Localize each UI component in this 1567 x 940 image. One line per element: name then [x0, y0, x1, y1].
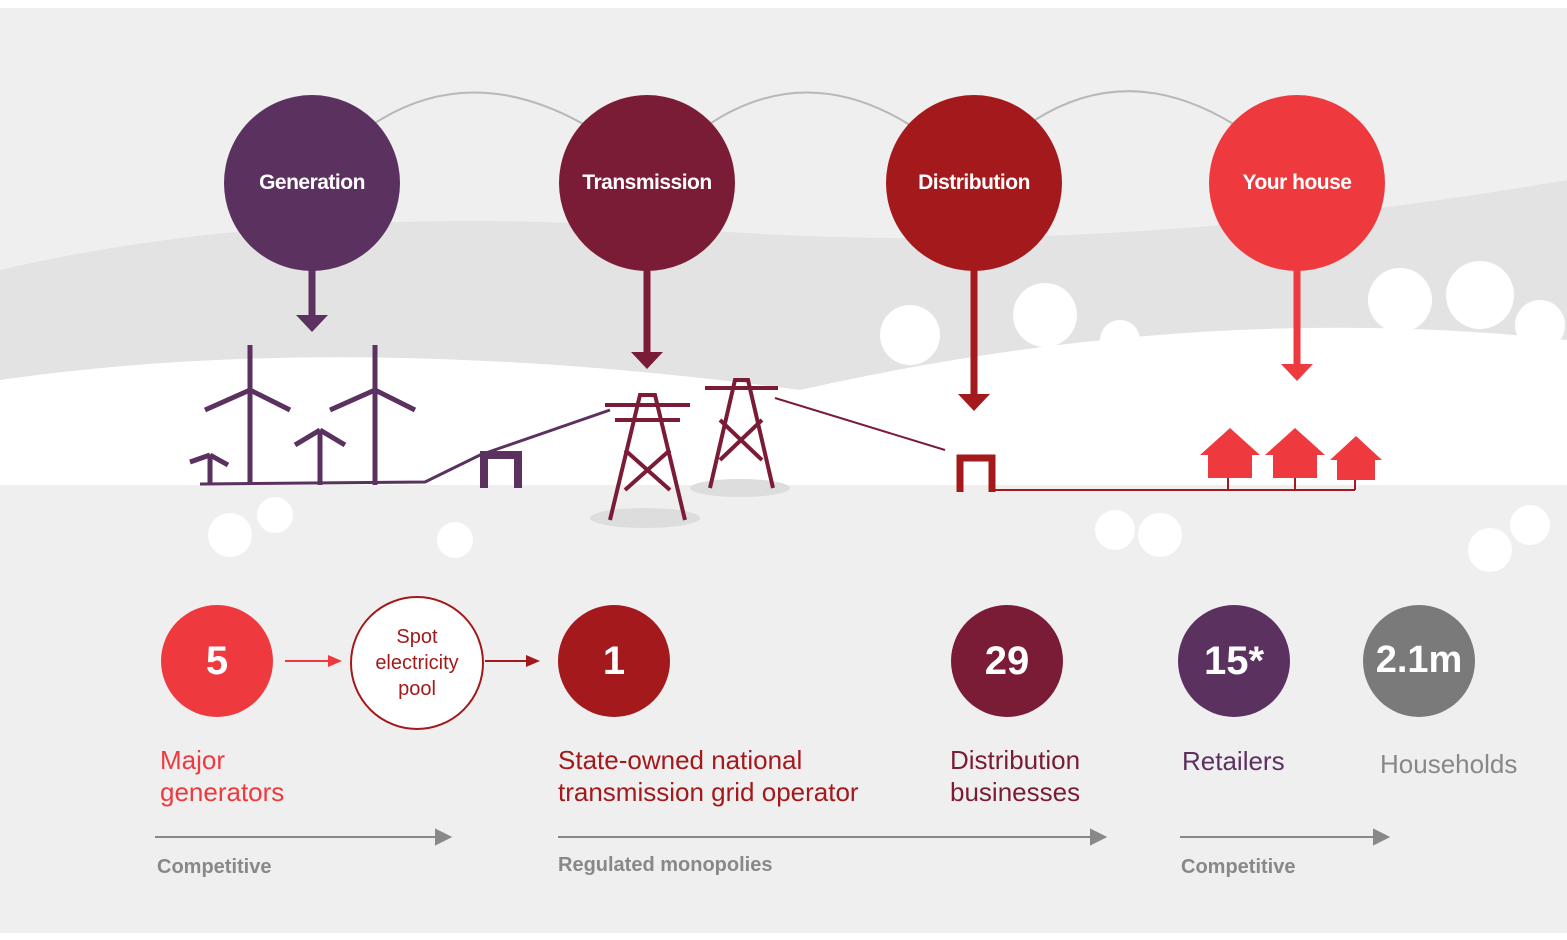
stage-circle: [224, 95, 400, 271]
stat-value: 29: [984, 639, 1030, 683]
hill-front: [0, 327, 1567, 485]
stage-label: Transmission: [582, 171, 712, 194]
stat-label: Distribution businesses: [950, 745, 1081, 807]
pool-circle: [350, 596, 484, 730]
stage-circle: [1209, 95, 1385, 271]
stat-label: State-owned national transmission grid o…: [558, 745, 859, 807]
trees: [208, 261, 1565, 572]
stat-circle: [161, 605, 273, 717]
stat-circle: [558, 605, 670, 717]
market-label: Competitive: [157, 856, 272, 878]
shadow: [690, 479, 790, 497]
houses: [1200, 428, 1382, 480]
connectors: [371, 90, 1236, 126]
market-label: Regulated monopolies: [558, 854, 773, 876]
wind-turbines: [189, 345, 611, 488]
stat-circle: [1178, 605, 1290, 717]
stage-label: Distribution: [918, 171, 1030, 194]
stat-value: 2.1m: [1375, 639, 1463, 681]
flow-arrows: [285, 655, 540, 667]
pylons: [605, 378, 946, 521]
stat-circle: [1363, 605, 1475, 717]
shadow: [590, 508, 700, 528]
stage-circle: [559, 95, 735, 271]
stat-value: 1: [602, 639, 626, 683]
stage-label: Generation: [259, 171, 365, 194]
substation: [956, 454, 1356, 492]
stat-circle: [951, 605, 1063, 717]
stage-circle: [886, 95, 1062, 271]
market-label: Competitive: [1181, 856, 1296, 878]
stat-label: Households: [1380, 749, 1518, 779]
pool-label: Spot electricity pool: [375, 626, 459, 700]
stage-label: Your house: [1242, 171, 1352, 194]
market-arrows: [155, 828, 1391, 846]
stat-label: Retailers: [1182, 746, 1285, 776]
stat-label: Major generators: [160, 745, 285, 807]
down-arrows: [296, 268, 1313, 411]
stat-value: 5: [205, 639, 229, 683]
stat-value: 15*: [1203, 639, 1265, 683]
